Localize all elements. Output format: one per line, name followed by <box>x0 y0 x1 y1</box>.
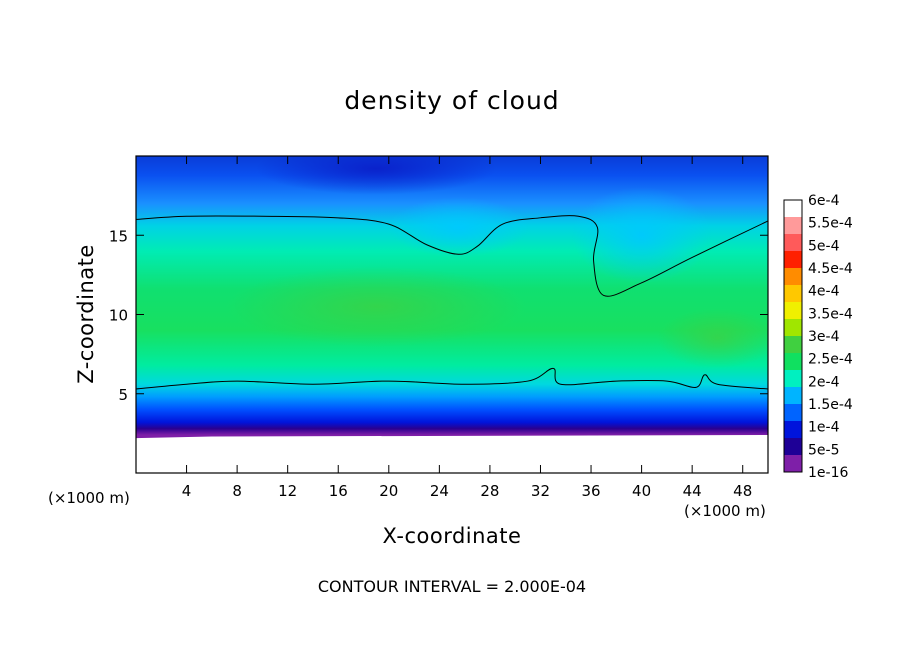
contour-lines <box>136 215 768 390</box>
dip-region <box>388 197 529 258</box>
x-unit-label-left: (×1000 m) <box>48 489 130 507</box>
y-tick-label: 10 <box>109 307 128 325</box>
colorbar: 6e-4 5.5e-4 5e-4 4.5e-4 4e-4 3.5e-4 3e-4 2.5e-4… <box>783 193 853 481</box>
colorbar-frame <box>783 199 803 473</box>
x-tick-label: 4 <box>182 482 192 500</box>
x-tick-label: 48 <box>733 482 752 500</box>
x-axis-label: X-coordinate <box>382 524 522 548</box>
x-tick-label: 44 <box>683 482 702 500</box>
colorbar-swatch <box>784 353 802 371</box>
colorbar-swatch <box>784 404 802 422</box>
colorbar-swatch <box>784 319 802 337</box>
colorbar-swatch <box>784 370 802 388</box>
colorbar-label: 5e-5 <box>808 442 839 458</box>
x-tick-label: 28 <box>480 482 499 500</box>
colorbar-swatch <box>784 302 802 320</box>
x-tick-label: 24 <box>430 482 449 500</box>
colorbar-swatch <box>784 387 802 405</box>
colorbar-label: 6e-4 <box>808 193 840 209</box>
colorbar-label: 1.5e-4 <box>808 397 853 413</box>
colorbar-swatch <box>784 285 802 303</box>
colorbar-label: 2.5e-4 <box>808 352 853 368</box>
colorbar-swatch <box>784 217 802 235</box>
colorbar-label: 4.5e-4 <box>808 261 853 277</box>
contour-line-2 <box>136 367 768 390</box>
colorbar-label: 5e-4 <box>808 238 840 254</box>
y-tick-label: 15 <box>109 227 128 245</box>
x-axis-ticks: 4 8 12 16 20 24 28 32 36 40 44 48 <box>182 156 752 500</box>
x-tick-label: 36 <box>581 482 600 500</box>
colorbar-swatch <box>784 421 802 439</box>
x-tick-label: 8 <box>232 482 242 500</box>
y-axis-ticks: 5 10 15 <box>109 227 768 404</box>
x-tick-label: 16 <box>329 482 348 500</box>
colorbar-label: 5.5e-4 <box>808 216 853 232</box>
x-tick-label: 32 <box>531 482 550 500</box>
chart-title: density of cloud <box>344 86 560 115</box>
moist-core <box>226 266 527 347</box>
x-tick-label: 12 <box>278 482 297 500</box>
colorbar-label: 1e-4 <box>808 420 840 436</box>
colorbar-swatch <box>784 200 802 218</box>
colorbar-swatch <box>784 268 802 286</box>
colorbar-swatch <box>784 438 802 456</box>
y-tick-label: 5 <box>118 386 128 404</box>
colorbar-label: 2e-4 <box>808 374 840 390</box>
colorbar-swatch <box>784 234 802 252</box>
colorbar-swatch <box>784 251 802 269</box>
contour-line-1 <box>136 215 768 297</box>
contour-interval-note: CONTOUR INTERVAL = 2.000E-04 <box>317 577 587 596</box>
colorbar-swatch <box>784 455 802 473</box>
colorbar-label: 3e-4 <box>808 329 840 345</box>
colorbar-label: 1e-16 <box>808 465 848 481</box>
colorbar-label: 3.5e-4 <box>808 306 853 322</box>
fold-region <box>571 187 712 284</box>
no-data-region <box>136 434 768 473</box>
moist-core-east <box>657 308 768 369</box>
x-unit-label-right: (×1000 m) <box>684 502 766 520</box>
x-tick-label: 20 <box>379 482 398 500</box>
colorbar-swatch <box>784 336 802 354</box>
upper-dry-region <box>256 156 497 195</box>
density-field <box>136 156 768 473</box>
colorbar-label: 4e-4 <box>808 284 840 300</box>
x-tick-label: 40 <box>632 482 651 500</box>
